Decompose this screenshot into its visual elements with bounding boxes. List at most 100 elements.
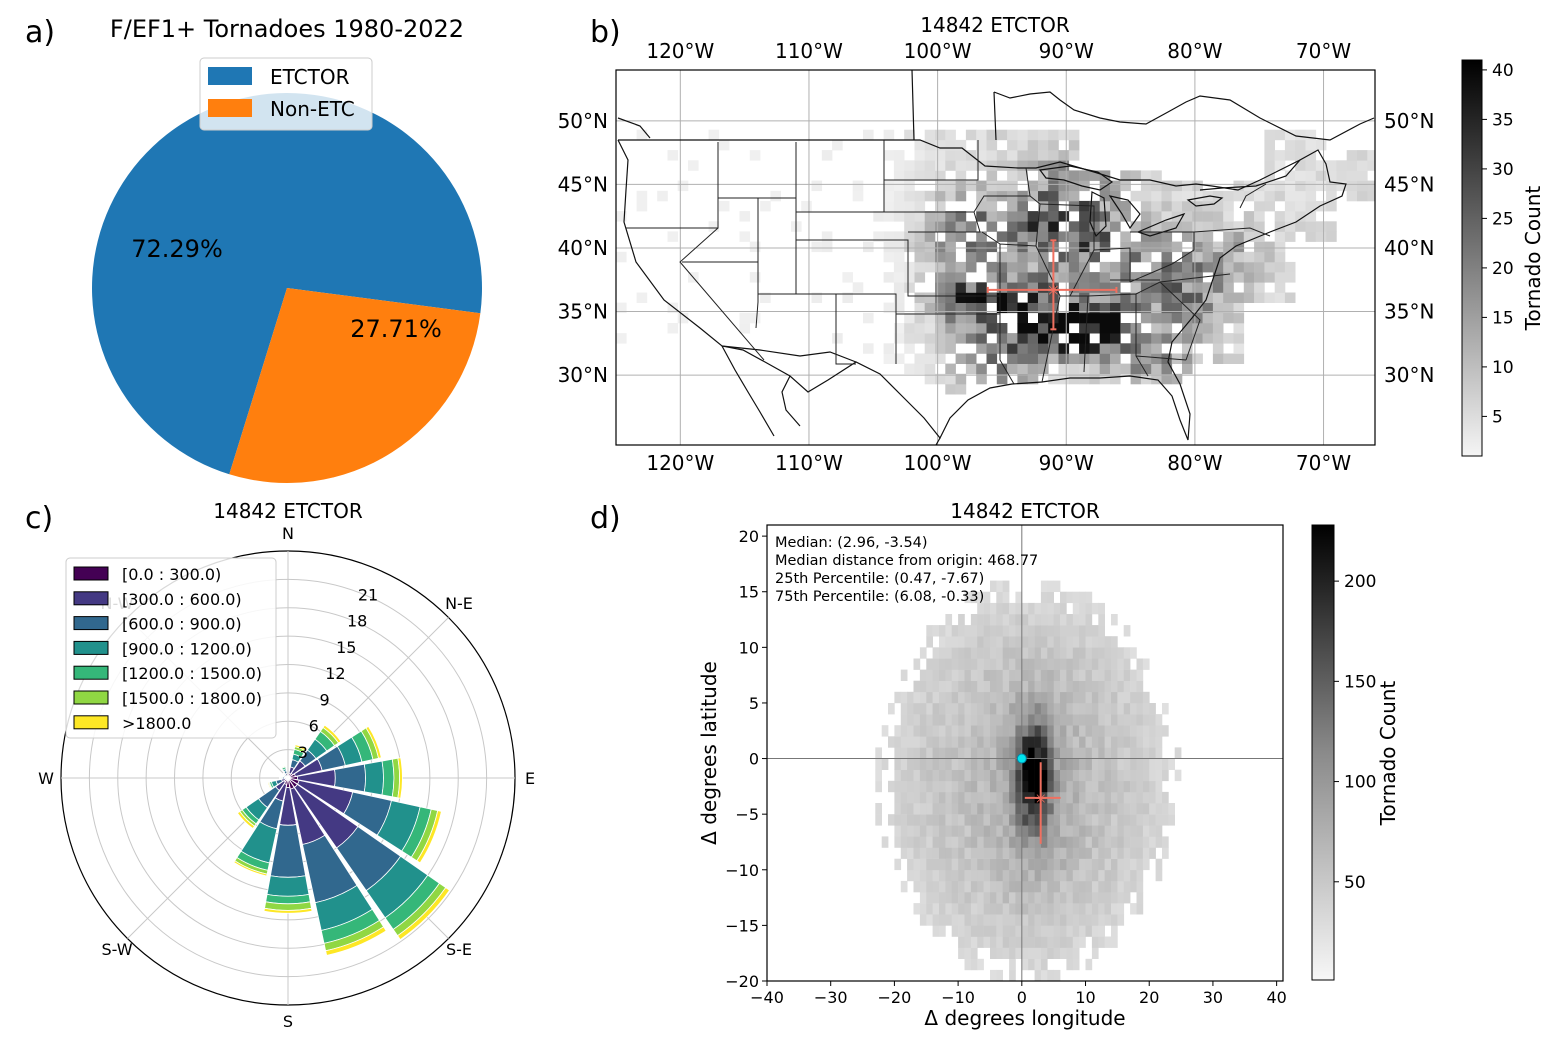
- windrose-bar-segment: [397, 757, 403, 799]
- map-heat-cell: [1151, 333, 1162, 344]
- histogram-cell: [977, 658, 984, 670]
- histogram-cell: [1136, 703, 1144, 715]
- histogram-cell: [1009, 869, 1016, 882]
- histogram-cell: [983, 836, 991, 848]
- map-heat-cell: [893, 333, 905, 344]
- histogram-cell: [1142, 803, 1150, 815]
- histogram-cell: [977, 936, 984, 948]
- histogram-cell: [1021, 703, 1029, 715]
- map-heat-cell: [986, 312, 998, 324]
- histogram-cell: [990, 825, 997, 837]
- histogram-cell: [1066, 936, 1074, 948]
- histogram-cell: [900, 825, 908, 837]
- histogram-cell: [919, 736, 927, 748]
- map-heat-cell: [1140, 353, 1152, 364]
- histogram-cell: [1111, 925, 1118, 937]
- histogram-cell: [1085, 880, 1093, 893]
- map-heat-cell: [1110, 373, 1121, 385]
- map-heat-cell: [986, 241, 998, 253]
- map-coastline: [617, 70, 1375, 445]
- histogram-cell: [970, 747, 978, 759]
- map-heat-cell: [1233, 272, 1245, 283]
- map-heat-cell: [1110, 211, 1121, 222]
- map-heat-cell: [1140, 343, 1152, 354]
- histogram-cell: [1066, 658, 1074, 670]
- map-heat-cell: [1305, 211, 1317, 222]
- map-heat-cell: [1192, 231, 1203, 242]
- map-heat-cell: [1233, 241, 1245, 253]
- map-heat-cell: [1254, 251, 1265, 263]
- histogram-cell: [1028, 691, 1035, 704]
- histogram-cell: [990, 869, 997, 882]
- histogram-cell: [1002, 914, 1010, 926]
- histogram-cell: [1047, 725, 1054, 737]
- map-heat-cell: [718, 139, 730, 151]
- map-heat-cell: [1264, 180, 1275, 192]
- histogram-cell: [932, 747, 940, 759]
- histogram-cell: [970, 758, 978, 770]
- map-heat-cell: [1120, 343, 1131, 354]
- map-heat-cell: [1027, 129, 1039, 141]
- histogram-xlabel: Δ degrees longitude: [924, 1006, 1125, 1030]
- histogram-cell: [1072, 925, 1080, 937]
- histogram-cell: [1021, 947, 1029, 959]
- histogram-cell: [1091, 625, 1099, 637]
- windrose-bar-segment: [416, 810, 442, 864]
- histogram-cell: [932, 836, 940, 848]
- map-heat-cell: [1007, 343, 1018, 354]
- map-heat-cell: [1161, 180, 1173, 192]
- histogram-cell: [1162, 847, 1169, 859]
- histogram-cell: [1142, 769, 1150, 782]
- histogram-cell: [977, 714, 984, 726]
- histogram-cell: [1079, 636, 1086, 648]
- histogram-cell: [1060, 680, 1067, 693]
- histogram-cell: [990, 647, 997, 659]
- map-heat-cell: [1038, 139, 1049, 151]
- map-heat-cell: [1326, 200, 1337, 212]
- histogram-cell: [1085, 725, 1093, 737]
- map-heat-cell: [996, 323, 1008, 334]
- histogram-cell: [1085, 858, 1093, 871]
- map-heat-cell: [1130, 353, 1142, 364]
- histogram-cell: [1015, 691, 1023, 704]
- histogram-cell: [1168, 814, 1175, 826]
- histogram-cell: [1066, 814, 1074, 826]
- histogram-cell: [1091, 914, 1099, 926]
- histogram-cell: [970, 925, 978, 937]
- histogram-cell: [1085, 614, 1093, 626]
- map-heat-cell: [1130, 241, 1142, 253]
- histogram-cell: [964, 703, 972, 715]
- map-heat-cell: [1357, 160, 1368, 171]
- map-heat-cell: [904, 261, 915, 273]
- map-heat-cell: [914, 272, 926, 283]
- map-heat-cell: [1017, 139, 1028, 151]
- map-heat-cell: [1099, 180, 1111, 192]
- map-heat-cell: [914, 333, 926, 344]
- map-heat-cell: [935, 282, 946, 293]
- histogram-x-tick-label: 0: [1017, 988, 1027, 1007]
- histogram-cell: [996, 614, 1003, 626]
- map-heat-cell: [1007, 282, 1018, 293]
- map-heat-cell: [1007, 150, 1018, 161]
- histogram-cell: [1066, 880, 1074, 893]
- map-heat-cell: [1038, 353, 1049, 364]
- histogram-cell: [1053, 703, 1061, 715]
- histogram-cell: [964, 625, 972, 637]
- histogram-cell: [932, 725, 940, 737]
- map-heat-cell: [1284, 170, 1296, 181]
- histogram-cell: [1104, 658, 1112, 670]
- map-heat-cell: [1120, 302, 1131, 314]
- map-heat-cell: [1089, 312, 1100, 324]
- histogram-cell: [1149, 836, 1156, 848]
- map-heat-cell: [965, 160, 977, 171]
- map-heat-cell: [883, 200, 895, 212]
- histogram-cell: [958, 691, 965, 704]
- map-heat-cell: [935, 190, 946, 202]
- map-heat-cell: [1048, 160, 1059, 171]
- histogram-cell: [1060, 903, 1067, 915]
- map-heat-cell: [1068, 312, 1080, 324]
- map-heat-cell: [1315, 180, 1327, 192]
- map-heat-cell: [1027, 160, 1039, 171]
- histogram-cell: [1142, 825, 1150, 837]
- histogram-cell: [939, 747, 946, 759]
